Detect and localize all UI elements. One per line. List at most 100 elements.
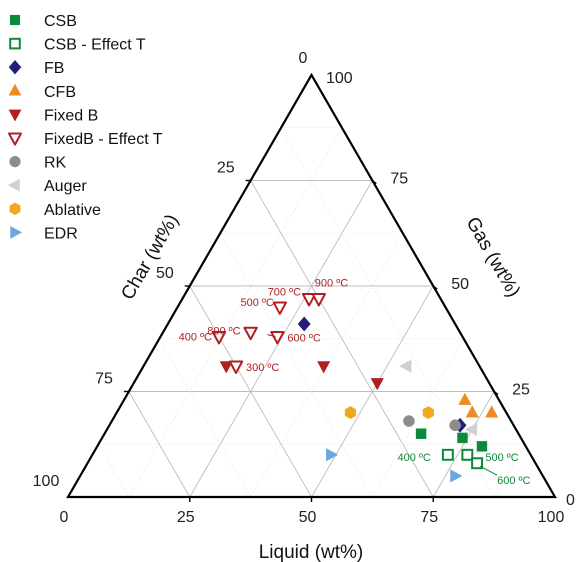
tick-label-liquid: 50 [299,509,317,526]
legend-marker [9,14,21,26]
temperature-label: 800 ºC [207,325,240,337]
tick-label-char: 50 [156,265,174,282]
legend-marker [8,132,22,146]
tick-label-liquid: 100 [538,509,565,526]
tick-label-liquid: 0 [60,509,69,526]
temperature-label: 400 ºC [179,332,212,344]
data-point-cfb [465,405,479,418]
legend-item: CSB [9,13,77,30]
data-point-fixed-b [370,378,384,391]
temperature-label: 900 ºC [315,278,348,290]
legend-label: Auger [44,178,87,195]
data-point-fixedb-effect-t [228,360,244,374]
data-point-auger [465,423,478,436]
tick-label-gas: 75 [390,171,408,188]
legend-label: EDR [44,225,78,242]
temperature-label: 300 ºC [246,362,279,374]
tick-label-char: 25 [217,160,235,177]
legend-label: RK [44,155,67,172]
data-point-csb [476,441,488,452]
tick-mark [493,390,499,396]
data-point-fb [297,316,311,332]
data-point-fixedb-effect-t [311,293,327,307]
legend-item: Ablative [9,202,101,219]
data-point-fixed-b [219,361,233,374]
data-point-csb [457,432,468,444]
temperature-label: 500 ºC [485,452,518,464]
data-point-edr [326,448,339,462]
legend-item: RK [9,155,67,172]
tick-label-gas: 0 [566,492,575,509]
grid-line [280,127,495,498]
data-point-csb [415,428,427,439]
tick-label-char: 75 [95,371,113,388]
data-point-csb-effect-t [441,448,454,461]
data-point-cfb [458,392,472,405]
temperature-label: 500 ºC [240,297,273,309]
legend-label: FB [44,60,64,77]
grid-line [219,233,373,498]
temperature-label: 700 ºC [268,287,301,299]
data-point-cfb [485,405,499,418]
tick-label-gas: 50 [451,276,469,293]
grid-line [432,391,495,498]
grid-line [159,338,251,498]
legend-label: Ablative [44,202,101,219]
legend-item: CFB [8,84,76,101]
legend-marker [9,37,21,50]
data-point-fixed-b [317,361,331,374]
data-point-rk [449,419,461,432]
data-point-ablative [344,406,357,420]
legend-label: CFB [44,84,76,101]
grid-lines [98,127,525,498]
legend-item: FB [8,60,64,77]
tick-mark [432,285,438,290]
data-point-fixedb-effect-t [270,330,285,345]
legend-marker [8,60,22,75]
temperature-label: 400 ºC [397,452,430,464]
axis-title-liquid: Liquid (wt%) [259,542,364,562]
data-point-csb-effect-t [461,448,474,461]
data-point-ablative [422,406,434,420]
legend-label: CSB [44,13,77,30]
legend-label: Fixed B [44,107,98,124]
legend-item: FixedB - Effect T [8,131,163,148]
temperature-label: 600 ºC [287,333,320,345]
temperature-annotations: 300 ºC 400 ºC 500 ºC 600 ºC 700 ºC 800 ºC 900 … [179,278,531,488]
tick-marks [123,179,499,502]
axis-title-char: Char (wt%) [117,211,183,304]
grid-line [372,338,464,498]
leader-line [479,465,498,476]
data-point-fixedb-effect-t [301,293,317,307]
data-point-fixedb-effect-t [243,326,258,341]
legend-label: CSB - Effect T [44,37,146,54]
legend-marker [9,202,21,216]
data-point-rk [403,415,415,427]
legend-marker [8,109,22,122]
tick-label-gas: 100 [326,70,353,87]
legend-item: Auger [8,178,87,195]
data-points [211,293,499,483]
tick-label-gas: 25 [512,382,530,399]
legend-item: CSB - Effect T [9,37,146,54]
legend-marker [9,155,21,168]
legend-label: FixedB - Effect T [44,131,163,148]
tick-label-char: 0 [299,50,308,67]
temperature-label: 600 ºC [497,475,530,487]
tick-label-liquid: 75 [420,509,438,526]
tick-mark [371,179,377,185]
data-point-fixedb-effect-t [211,330,227,345]
grid-line [311,285,434,498]
data-point-auger [399,359,412,373]
data-point-fixedb-effect-t [272,301,288,315]
grid-line [128,127,343,498]
axis-title-gas: Gas (wt%) [461,214,524,301]
legend-item: EDR [10,225,78,242]
legend-marker [8,178,20,192]
legend: CSB CSB - Effect T FB CFB Fixed B FixedB - Ef… [8,13,163,242]
legend-marker [10,226,22,239]
tick-label-liquid: 25 [177,509,195,526]
grid-line [98,444,130,498]
